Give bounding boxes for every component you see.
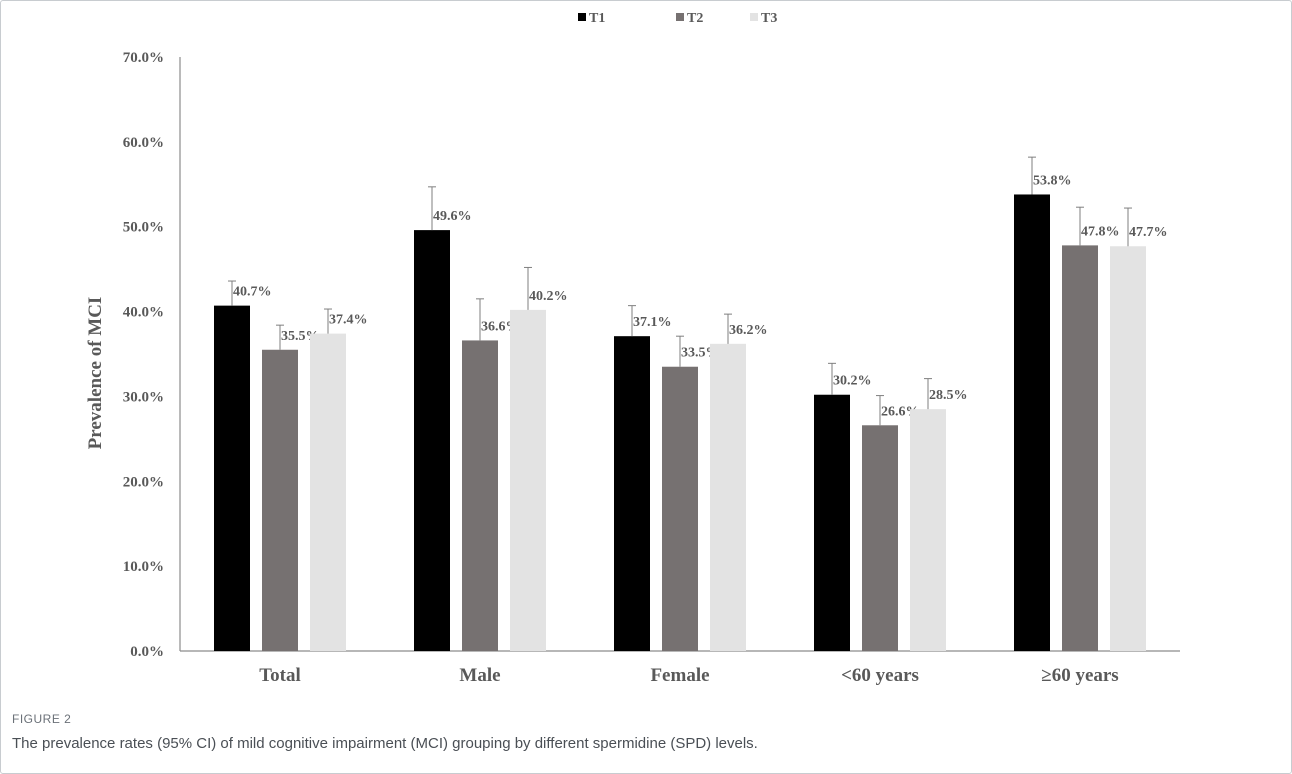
y-tick-label: 50.0% [123, 220, 164, 236]
bar-t2 [1062, 245, 1098, 651]
bar-t1 [614, 336, 650, 651]
y-tick-label: 0.0% [130, 644, 164, 660]
y-tick-label: 20.0% [123, 474, 164, 490]
data-label: 36.2% [729, 323, 768, 338]
y-tick-label: 10.0% [123, 559, 164, 575]
y-axis: 0.0% 10.0% 20.0% 30.0% 40.0% 50.0% 60.0% 70.0% [123, 50, 181, 660]
bar-t3 [510, 309, 546, 651]
bar-t2 [462, 340, 498, 651]
x-category-label: Female [650, 665, 709, 686]
legend: T1 T2 T3 [578, 11, 777, 26]
bar-t3 [310, 333, 346, 651]
data-label: 47.8% [1081, 224, 1120, 239]
data-label: 35.5% [281, 329, 320, 344]
bars: 40.7% 35.5% 37.4% 49.6% 36.6% 40.2% 37.1% 33.5%… [214, 156, 1168, 651]
legend-label-t2: T2 [687, 11, 703, 26]
data-label: 40.2% [529, 289, 568, 304]
data-label: 33.5% [681, 346, 720, 361]
legend-swatch-t3 [750, 13, 758, 21]
figure-caption: The prevalence rates (95% CI) of mild co… [12, 735, 758, 752]
data-label: 47.7% [1129, 225, 1168, 240]
bar-t1 [214, 305, 250, 651]
bar-t2 [662, 366, 698, 651]
legend-swatch-t1 [578, 13, 586, 21]
x-category-label: Total [259, 665, 301, 686]
bar-t3 [710, 343, 746, 651]
bar-t3 [910, 409, 946, 651]
legend-swatch-t2 [676, 13, 684, 21]
data-label: 53.8% [1033, 173, 1072, 188]
data-label: 37.4% [329, 313, 368, 328]
data-label: 40.7% [233, 285, 272, 300]
y-tick-label: 40.0% [123, 305, 164, 321]
data-label: 26.6% [881, 404, 920, 419]
legend-label-t3: T3 [761, 11, 777, 26]
data-label: 37.1% [633, 315, 672, 330]
y-tick-label: 70.0% [123, 50, 164, 66]
x-axis: Total Male Female <60 years ≥60 years [180, 650, 1180, 686]
x-category-label: <60 years [841, 665, 919, 686]
bar-chart: 0.0%10.0%20.0%30.0%40.0%50.0%60.0%70.0% … [85, 11, 1180, 686]
y-axis-title: Prevalence of MCI [85, 297, 106, 450]
x-category-label: ≥60 years [1041, 665, 1118, 686]
bar-t2 [262, 349, 298, 651]
legend-label-t1: T1 [589, 11, 605, 26]
y-tick-label: 60.0% [123, 135, 164, 151]
data-label: 36.6% [481, 319, 520, 334]
bar-t2 [862, 425, 898, 651]
data-label: 30.2% [833, 374, 872, 389]
data-label: 49.6% [433, 209, 472, 224]
bar-t3 [1110, 246, 1146, 651]
data-label: 28.5% [929, 388, 968, 403]
bar-t1 [1014, 194, 1050, 651]
x-category-label: Male [459, 665, 500, 686]
figure-label: FIGURE 2 [12, 712, 72, 726]
bar-t1 [814, 394, 850, 651]
bar-t1 [414, 230, 450, 651]
y-tick-label: 30.0% [123, 389, 164, 405]
